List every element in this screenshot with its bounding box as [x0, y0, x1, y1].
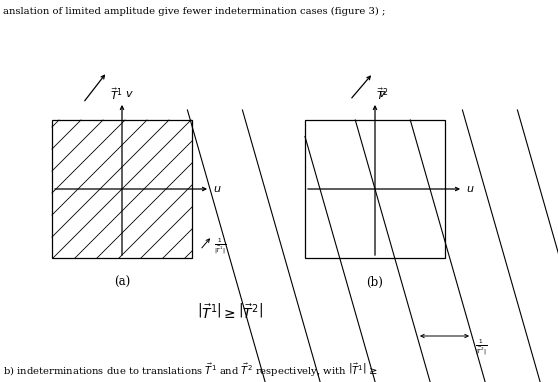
Text: $u$: $u$: [213, 184, 222, 194]
Text: $v$: $v$: [125, 89, 134, 99]
Text: $\frac{1}{|\vec{T}^1|}$: $\frac{1}{|\vec{T}^1|}$: [214, 237, 227, 257]
Text: b) indeterminations due to translations $\vec{T}^1$ and $\vec{T}^2$ respectively: b) indeterminations due to translations …: [3, 362, 378, 379]
Text: $u$: $u$: [466, 184, 474, 194]
Text: $\frac{1}{|\vec{T}^2|}$: $\frac{1}{|\vec{T}^2|}$: [475, 338, 487, 358]
Text: $\vec{T}^1$: $\vec{T}^1$: [110, 86, 123, 102]
Bar: [52, 120, 192, 258]
Text: $\left|\vec{T}^1\right| \geq \left|\vec{T}^2\right|$: $\left|\vec{T}^1\right| \geq \left|\vec{…: [197, 303, 263, 322]
Text: (b): (b): [367, 276, 383, 289]
Text: $v$: $v$: [378, 89, 387, 99]
Bar: [305, 120, 445, 258]
Text: anslation of limited amplitude give fewer indetermination cases (figure 3) ;: anslation of limited amplitude give fewe…: [3, 7, 386, 16]
Text: (a): (a): [114, 276, 130, 289]
Text: $\vec{T}^2$: $\vec{T}^2$: [376, 86, 389, 102]
